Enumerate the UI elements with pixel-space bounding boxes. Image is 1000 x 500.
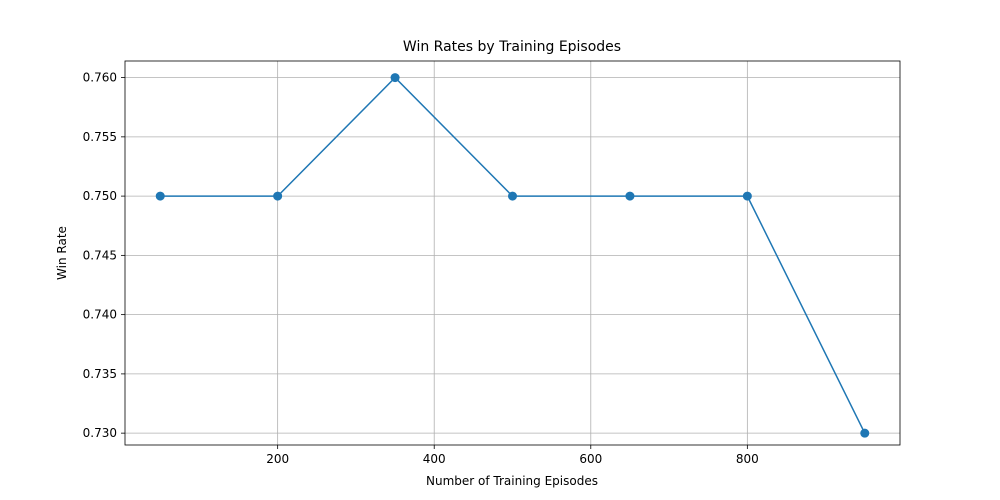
y-tick-label: 0.730 [83, 426, 117, 440]
data-point [625, 191, 635, 201]
x-tick-label: 200 [266, 452, 289, 466]
plot-frame [124, 60, 901, 446]
grid-lines [125, 61, 900, 445]
data-point [742, 191, 752, 201]
x-tick-label: 800 [736, 452, 759, 466]
x-tick-label: 400 [423, 452, 446, 466]
x-tick-label: 600 [579, 452, 602, 466]
y-tick-label: 0.740 [83, 308, 117, 322]
series-layer [155, 73, 870, 438]
y-tick-label: 0.750 [83, 189, 117, 203]
data-point [390, 73, 400, 83]
y-axis-label: Win Rate [55, 226, 69, 280]
data-point [508, 191, 517, 201]
x-axis-label: Number of Training Episodes [426, 474, 598, 488]
chart-title: Win Rates by Training Episodes [403, 39, 621, 55]
data-point [860, 428, 870, 438]
y-tick-label: 0.755 [83, 130, 117, 144]
data-point [273, 191, 283, 201]
data-point [155, 191, 165, 201]
y-tick-label: 0.760 [83, 71, 117, 85]
axis-ticks: 200 400 600 800 0.730 0.735 0.740 0.745 0.750 0.7… [83, 71, 759, 466]
y-tick-label: 0.735 [83, 367, 117, 381]
y-tick-label: 0.745 [83, 248, 117, 262]
